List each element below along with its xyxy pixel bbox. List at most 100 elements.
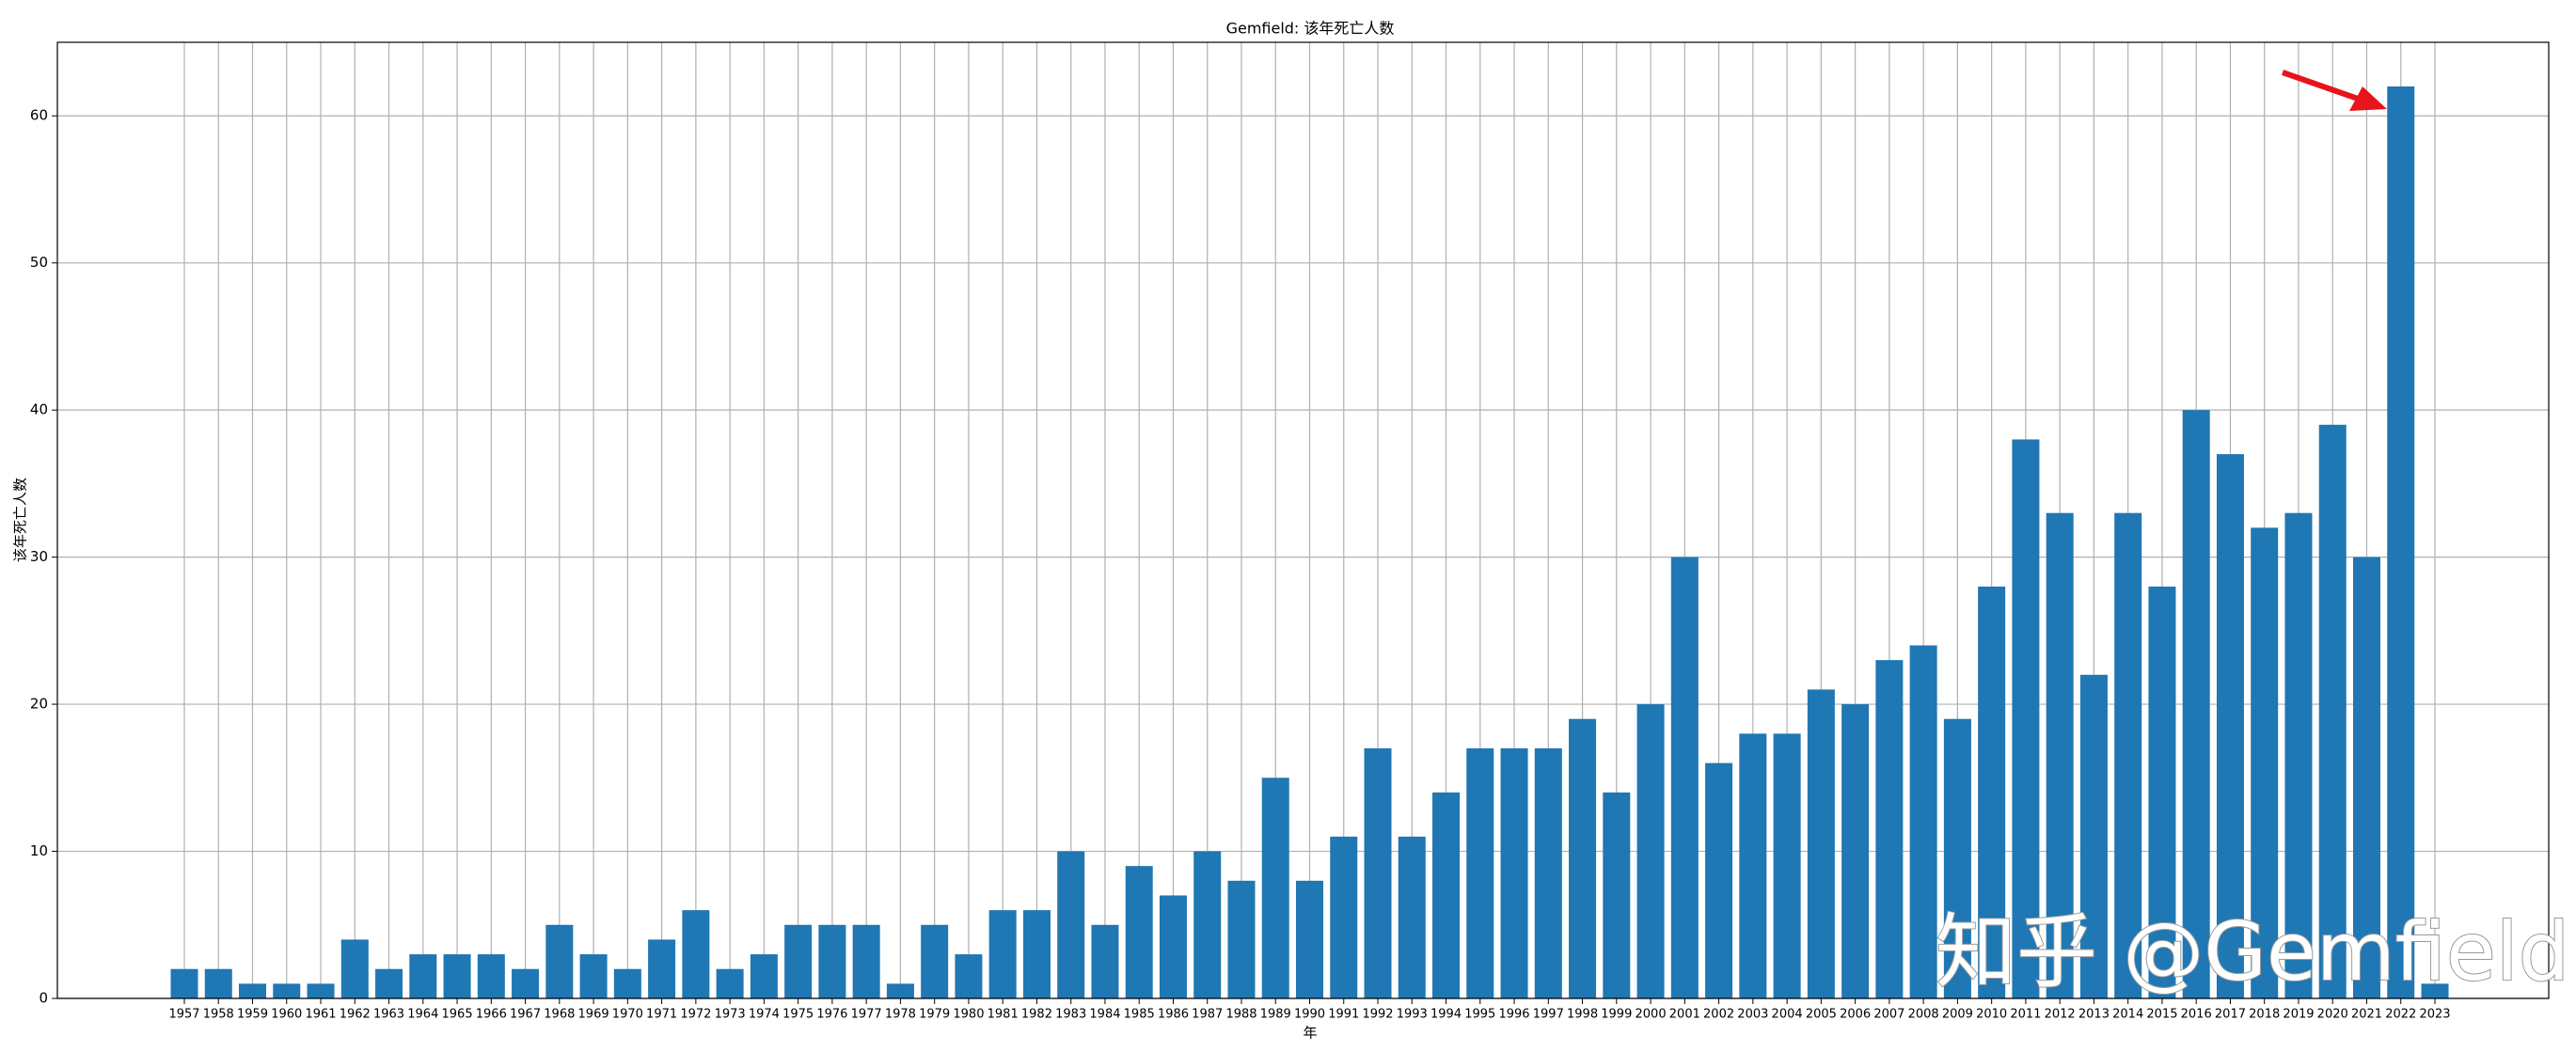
bar: [1057, 851, 1085, 998]
x-tick-label: 1971: [646, 1008, 677, 1022]
x-tick-label: 2004: [1772, 1008, 1803, 1022]
annotation-arrow: [2282, 70, 2362, 102]
bar: [1295, 880, 1324, 998]
bar: [1739, 733, 1767, 998]
bar: [955, 954, 983, 998]
bar: [1227, 880, 1256, 998]
bar: [1466, 748, 1494, 998]
bar: [1398, 836, 1426, 998]
bar: [2012, 439, 2040, 998]
annotation-arrowhead: [2349, 86, 2387, 111]
bar: [2251, 527, 2279, 998]
bar: [886, 983, 914, 998]
x-tick-label: 2017: [2215, 1008, 2246, 1022]
bar: [1705, 762, 1733, 998]
y-tick-label: 60: [30, 107, 48, 124]
x-tick-label: 1988: [1225, 1008, 1256, 1022]
bar: [579, 954, 608, 998]
x-tick-label: 1986: [1158, 1008, 1189, 1022]
x-tick-label: 2006: [1840, 1008, 1871, 1022]
plot-frame: [56, 41, 2550, 999]
x-tick-label: 1968: [544, 1008, 575, 1022]
x-tick-label: 1966: [476, 1008, 507, 1022]
bar: [1364, 748, 1392, 998]
x-tick-label: 1999: [1601, 1008, 1632, 1022]
x-tick-label: 2021: [2351, 1008, 2382, 1022]
x-tick-label: 2009: [1942, 1008, 1973, 1022]
bar: [1670, 557, 1699, 998]
bar: [613, 968, 641, 998]
x-tick-label: 1973: [715, 1008, 746, 1022]
x-tick-label: 2011: [2010, 1008, 2041, 1022]
bar: [1125, 866, 1153, 998]
bar: [648, 939, 676, 998]
x-tick-label: 2023: [2419, 1008, 2450, 1022]
bar: [1022, 910, 1051, 998]
x-tick-label: 1965: [442, 1008, 473, 1022]
y-tick-label: 30: [30, 548, 48, 565]
x-tick-label: 1975: [782, 1008, 814, 1022]
bar: [716, 968, 744, 998]
x-tick-label: 2012: [2045, 1008, 2076, 1022]
x-tick-label: 1991: [1328, 1008, 1359, 1022]
x-tick-label: 1981: [988, 1008, 1019, 1022]
bar: [1909, 645, 1937, 998]
bar: [512, 968, 540, 998]
x-tick-label: 1995: [1464, 1008, 1495, 1022]
x-tick-label: 1992: [1362, 1008, 1393, 1022]
bar: [273, 983, 301, 998]
x-tick-label: 1989: [1260, 1008, 1291, 1022]
bar: [1875, 660, 1904, 998]
y-tick-label: 40: [30, 401, 48, 418]
x-tick-label: 1972: [680, 1008, 711, 1022]
bar: [921, 924, 949, 998]
bar: [2148, 586, 2176, 998]
bar: [1943, 718, 1971, 998]
bar: [2387, 86, 2415, 998]
bar: [204, 968, 232, 998]
x-tick-label: 1958: [203, 1008, 234, 1022]
x-tick-label: 2007: [1873, 1008, 1904, 1022]
bar: [2182, 410, 2210, 999]
y-tick-label: 50: [30, 254, 48, 271]
x-tick-label: 1977: [851, 1008, 882, 1022]
x-tick-label: 2019: [2283, 1008, 2314, 1022]
bar: [2079, 674, 2108, 998]
x-tick-label: 2001: [1669, 1008, 1700, 1022]
bar: [1432, 792, 1461, 998]
bar: [2114, 512, 2142, 998]
bar: [818, 924, 846, 998]
bar: [784, 924, 813, 998]
bar: [375, 968, 403, 998]
chart-title: Gemfield: 该年死亡人数: [1226, 20, 1395, 38]
bar: [1773, 733, 1801, 998]
x-tick-label: 2018: [2249, 1008, 2280, 1022]
bar: [2352, 557, 2380, 998]
y-tick-label: 0: [39, 990, 48, 1007]
x-tick-label: 1964: [407, 1008, 438, 1022]
bar: [2216, 454, 2244, 999]
x-tick-label: 2010: [1976, 1008, 2007, 1022]
bar: [1534, 748, 1562, 998]
x-tick-label: 2020: [2317, 1008, 2348, 1022]
x-tick-label: 1998: [1567, 1008, 1598, 1022]
x-tick-label: 1980: [953, 1008, 984, 1022]
x-tick-label: 1993: [1397, 1008, 1428, 1022]
bar: [340, 939, 369, 998]
bar: [852, 924, 880, 998]
x-tick-label: 1957: [168, 1008, 199, 1022]
x-tick-label: 1985: [1124, 1008, 1155, 1022]
bar: [170, 968, 198, 998]
x-tick-label: 1983: [1055, 1008, 1086, 1022]
bar: [1330, 836, 1358, 998]
x-tick-label: 1959: [237, 1008, 268, 1022]
bar: [1091, 924, 1119, 998]
bar: [1500, 748, 1528, 998]
bar: [545, 924, 574, 998]
x-tick-label: 1984: [1089, 1008, 1120, 1022]
x-tick-label: 2003: [1737, 1008, 1768, 1022]
bar: [1193, 851, 1222, 998]
bar: [750, 954, 778, 998]
bar: [1807, 689, 1835, 998]
